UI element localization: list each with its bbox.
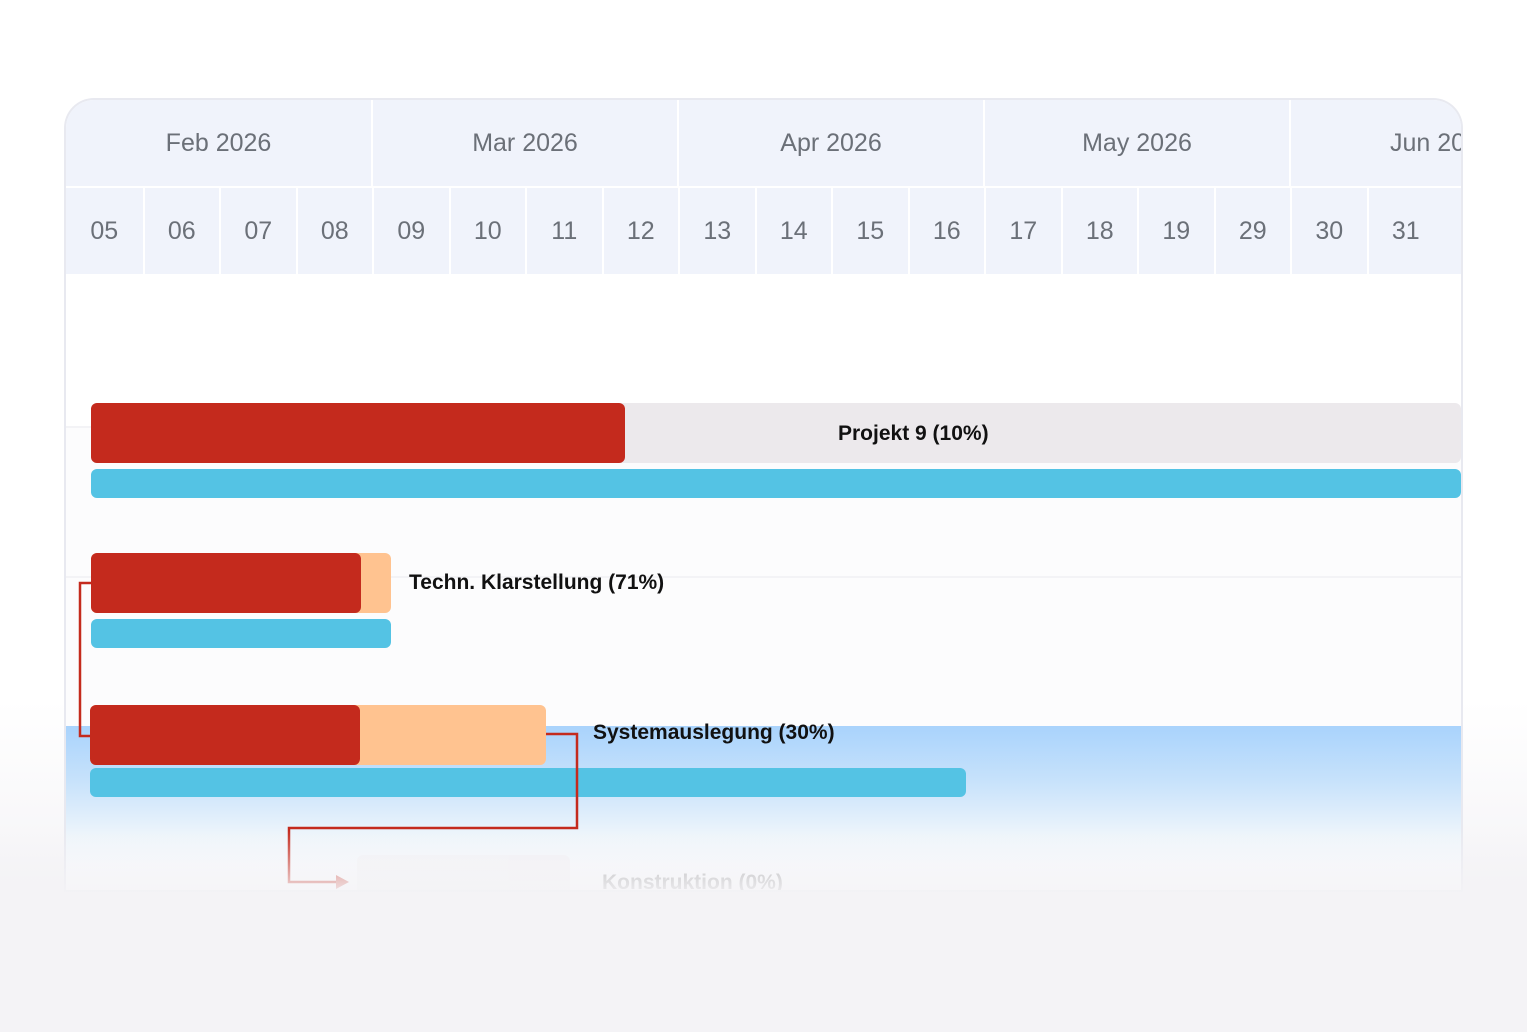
week-cell: 07 <box>219 188 296 274</box>
week-cell: 08 <box>295 188 373 274</box>
week-cell: 10 <box>448 188 526 274</box>
techn-klarstellung-progress-bar[interactable] <box>91 553 361 613</box>
projekt-9-timeline-bar[interactable] <box>91 469 1461 498</box>
gantt-chart: Feb 2026 Mar 2026 Apr 2026 May 2026 Jun … <box>66 100 1461 890</box>
row-divider <box>66 576 1461 578</box>
week-cell: 05 <box>90 216 119 245</box>
week-cell: 18 <box>1060 188 1138 274</box>
week-cell: 12 <box>601 188 679 274</box>
systemauslegung-timeline-bar[interactable] <box>90 768 966 797</box>
projekt-9-progress-bar[interactable] <box>91 403 625 463</box>
week-cell: 31 <box>1366 188 1444 274</box>
techn-klarstellung-timeline-bar[interactable] <box>91 619 391 648</box>
week-cell: 19 <box>1137 188 1214 274</box>
month-apr: Apr 2026 <box>677 100 983 186</box>
dependency-line <box>78 581 91 738</box>
week-cell: 15 <box>831 188 908 274</box>
dependency-lines <box>78 581 579 889</box>
week-cell: 29 <box>1213 188 1291 274</box>
month-mar: Mar 2026 <box>371 100 677 186</box>
techn-klarstellung-label: Techn. Klarstellung (71%) <box>409 571 665 594</box>
month-feb: Feb 2026 <box>165 128 272 157</box>
week-cell: 14 <box>754 188 832 274</box>
projekt-9-label: Projekt 9 (10%) <box>838 422 989 445</box>
week-header-row: 05 06 07 08 09 10 11 12 13 14 15 16 17 1… <box>66 188 1461 274</box>
week-cell: 16 <box>907 188 985 274</box>
week-cell: 09 <box>372 188 449 274</box>
week-cell: 11 <box>525 188 602 274</box>
month-jun: Jun 20 <box>1289 100 1461 186</box>
systemauslegung-progress-bar[interactable] <box>90 705 360 765</box>
dependency-arrow-icon <box>336 875 349 889</box>
week-cell: 17 <box>984 188 1061 274</box>
month-header-row: Feb 2026 Mar 2026 Apr 2026 May 2026 Jun … <box>66 100 1461 186</box>
gantt-body: Projekt 9 (10%) Techn. Klarstellung (71%… <box>66 276 1461 890</box>
week-cell: 30 <box>1290 188 1367 274</box>
systemauslegung-label: Systemauslegung (30%) <box>593 721 835 744</box>
week-cell: 13 <box>678 188 755 274</box>
dependency-line <box>287 732 579 884</box>
month-may: May 2026 <box>983 100 1289 186</box>
week-cell: 06 <box>142 188 220 274</box>
